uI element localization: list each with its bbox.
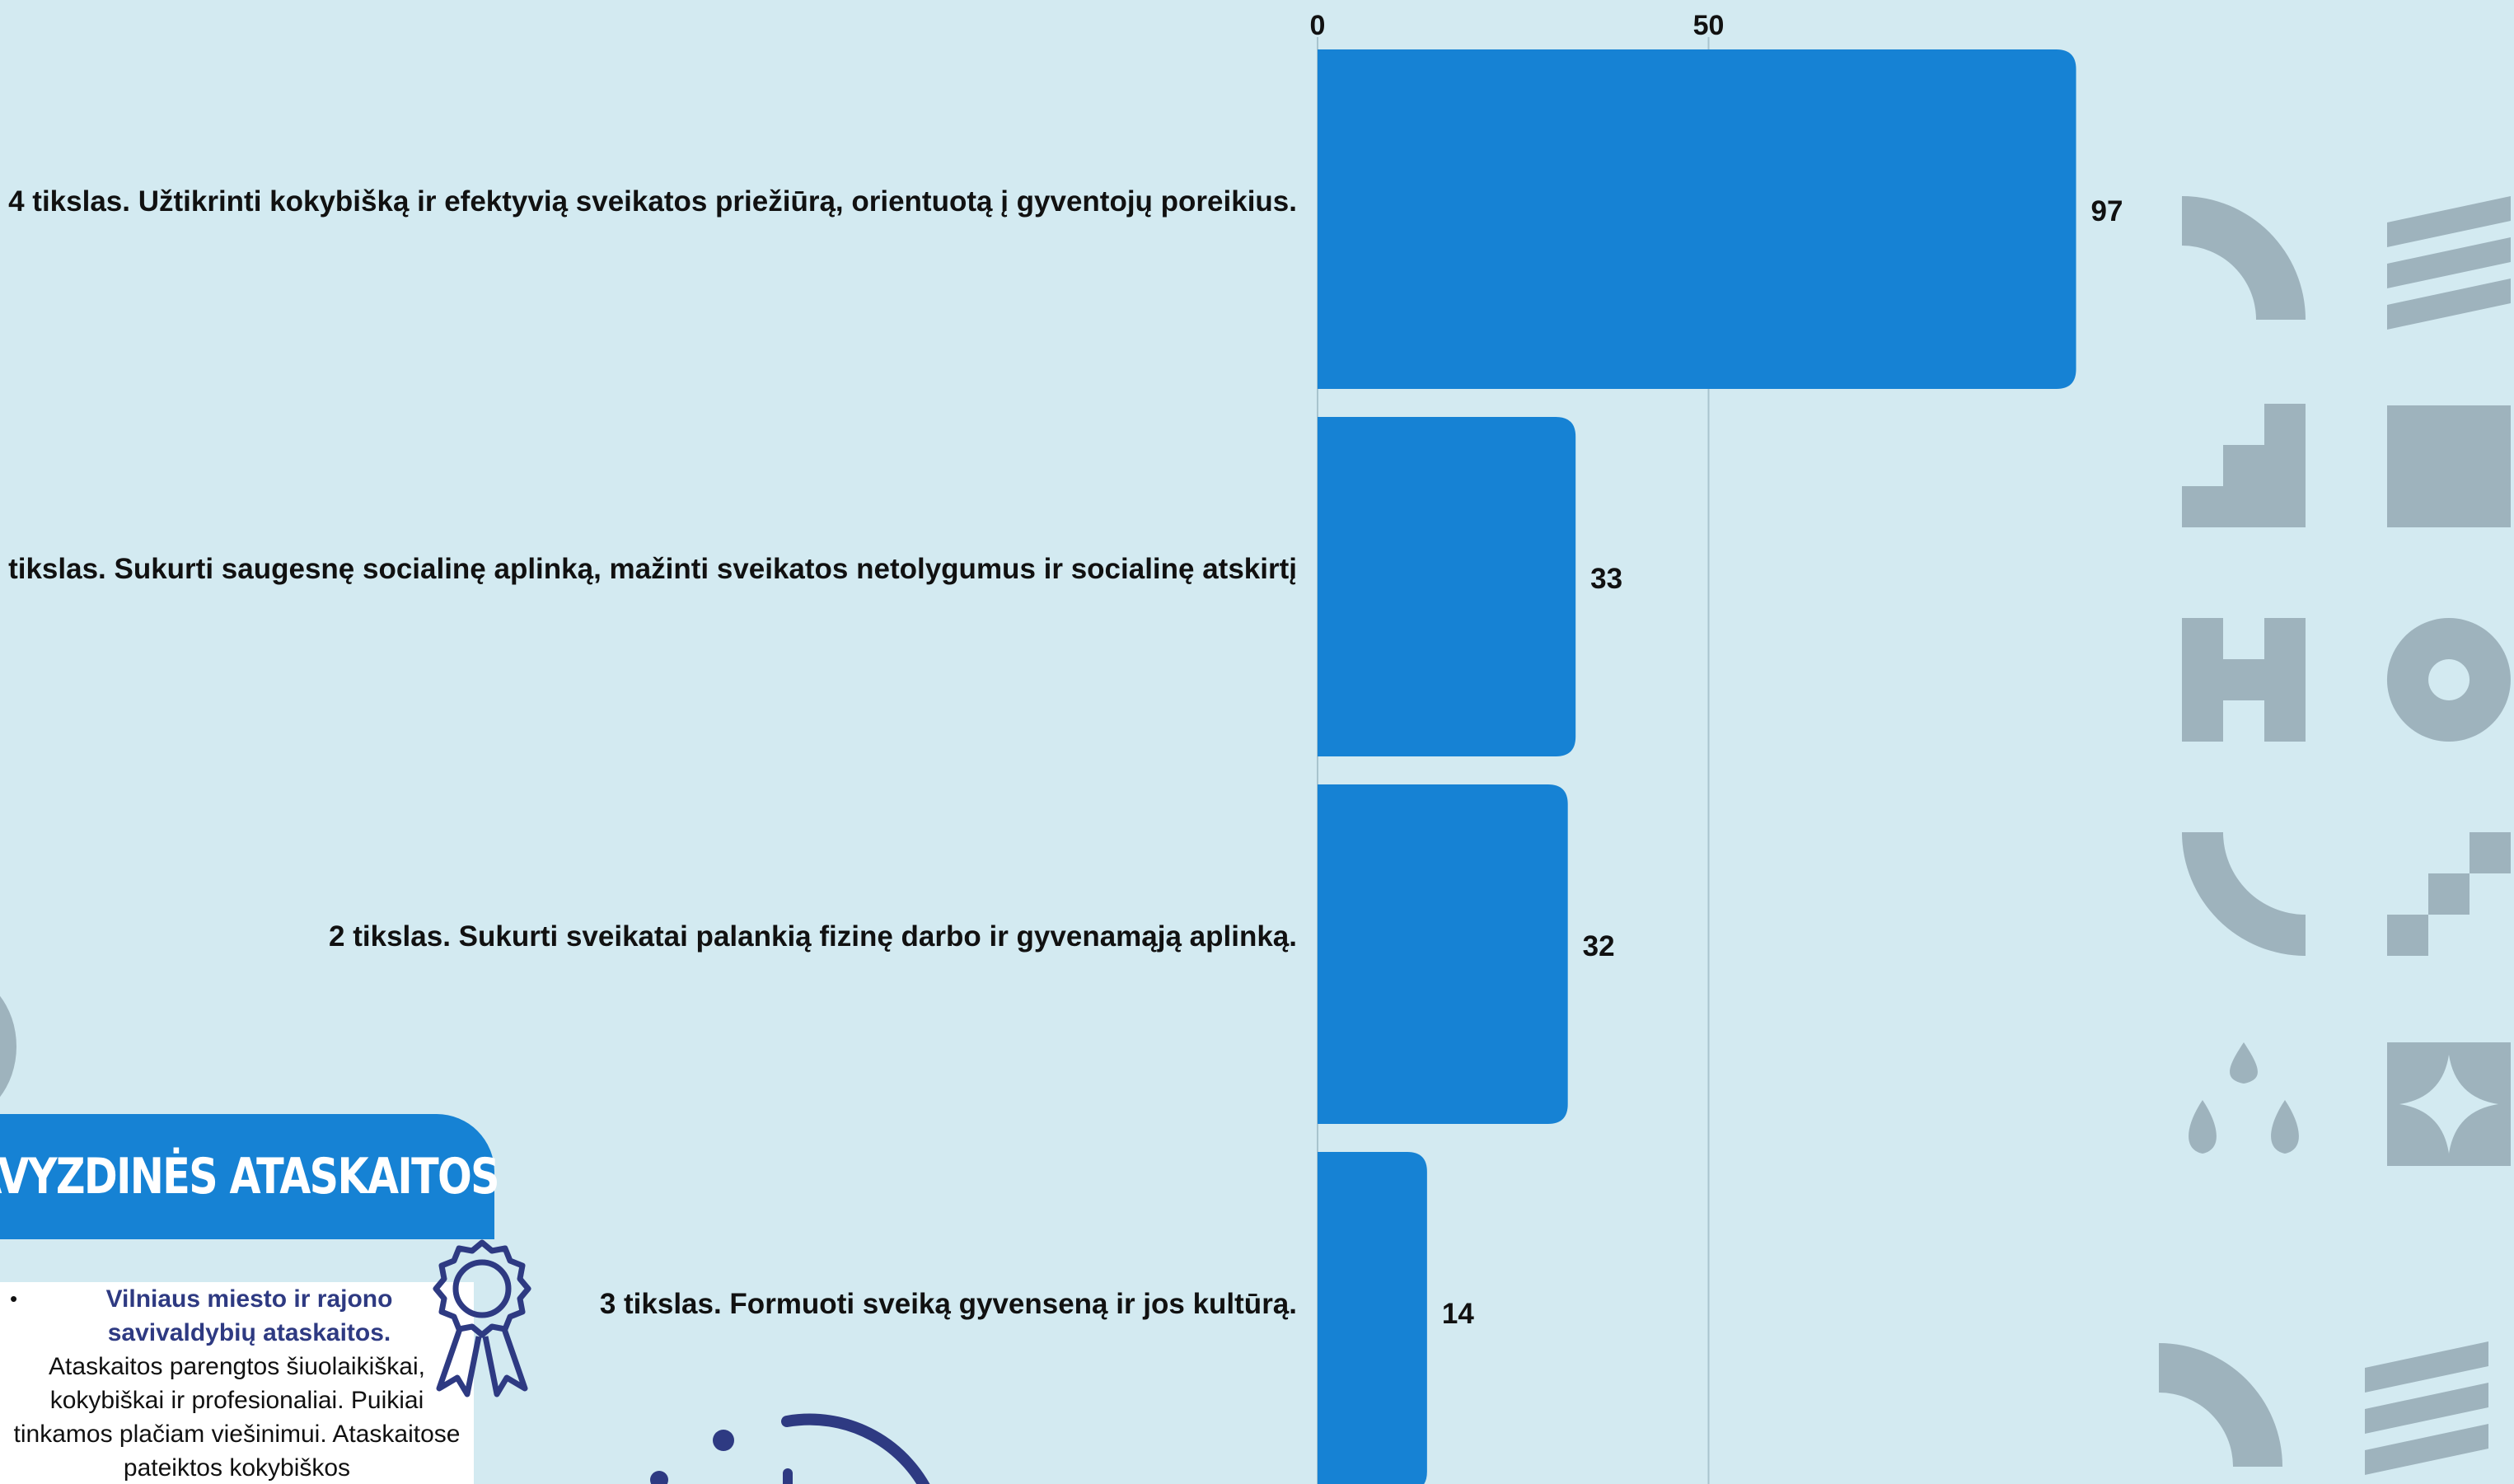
category-label: 3 tikslas. Formuoti sveiką gyvenseną ir … [600, 1288, 1297, 1320]
decorative-shapes [2159, 196, 2511, 1475]
tick-label: 0 [1310, 10, 1326, 41]
bar [1318, 1152, 1427, 1484]
stripes-icon [2365, 1341, 2488, 1475]
award-ribbon-icon [433, 1239, 531, 1397]
tick-label: 50 [1693, 10, 1725, 41]
panel-body: Ataskaitos parengtos šiuolaikiškai, koky… [13, 1353, 461, 1482]
quarter-circle-icon [2159, 1343, 2282, 1467]
ring-icon [2386, 618, 2511, 742]
quarter-circle-icon [2182, 196, 2306, 320]
bar [1318, 49, 2076, 389]
category-label: 1 tikslas. Sukurti saugesnę socialinę ap… [0, 553, 1297, 585]
value-label: 14 [1442, 1298, 1474, 1330]
section-badge: AVYZDINĖS ATASKAITOS [0, 1114, 500, 1239]
arc-decoration [650, 1413, 930, 1484]
star-cutout-icon [2387, 1042, 2511, 1166]
steps-icon [2182, 404, 2306, 527]
category-label: 4 tikslas. Užtikrinti kokybišką ir efekt… [8, 185, 1297, 218]
info-panel: • Vilniaus miesto ir rajono savivaldybių… [0, 1282, 474, 1484]
bar [1318, 417, 1576, 756]
bullet-icon: • [10, 1286, 18, 1311]
checker-icon [2387, 832, 2511, 956]
badge-title: AVYZDINĖS ATASKAITOS [0, 1148, 500, 1205]
panel-heading: Vilniaus miesto ir rajono savivaldybių a… [105, 1285, 393, 1346]
value-label: 97 [2091, 195, 2123, 227]
h-block-icon [2182, 618, 2306, 742]
category-label: 2 tikslas. Sukurti sveikatai palankią fi… [329, 920, 1297, 953]
stripes-icon [2387, 196, 2511, 330]
value-label: 32 [1583, 930, 1615, 962]
square-icon [2387, 405, 2511, 527]
bar [1318, 784, 1568, 1124]
arc-icon [2182, 832, 2306, 956]
value-label: 33 [1590, 563, 1622, 595]
drops-icon [2189, 1042, 2299, 1154]
